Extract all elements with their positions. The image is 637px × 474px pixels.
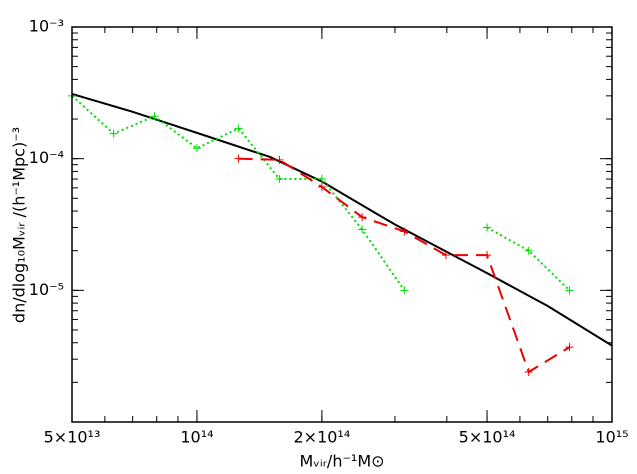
point-marker <box>483 251 492 260</box>
plot-frame <box>71 26 613 423</box>
y-tick-label: 10⁻⁵ <box>29 280 64 299</box>
y-tick-label: 10⁻³ <box>29 17 64 36</box>
point-marker <box>234 154 243 163</box>
point-marker <box>524 246 533 255</box>
x-tick-label: 5×10¹⁴ <box>459 428 516 447</box>
point-marker <box>565 286 574 295</box>
point-marker <box>275 155 284 164</box>
point-marker <box>109 129 118 138</box>
y-axis-title: dn/dlog₁₀Mᵥᵢᵣ /(h⁻¹Mpc)⁻³ <box>10 127 29 323</box>
point-marker <box>565 343 574 352</box>
point-marker <box>192 144 201 153</box>
point-marker <box>400 286 409 295</box>
point-marker <box>150 112 159 121</box>
point-marker <box>400 227 409 236</box>
x-tick-label: 2×10¹⁴ <box>293 428 350 447</box>
point-marker <box>358 213 367 222</box>
point-marker <box>275 175 284 184</box>
y-tick-label: 10⁻⁴ <box>29 148 64 167</box>
series-line <box>71 93 613 347</box>
x-tick-label: 10¹⁴ <box>180 428 213 447</box>
series-line <box>71 95 571 292</box>
x-tick-label: 10¹⁵ <box>595 428 628 447</box>
point-marker <box>358 225 367 234</box>
point-marker <box>483 223 492 232</box>
point-marker <box>317 175 326 184</box>
point-marker <box>441 251 450 260</box>
x-tick-label: 5×10¹³ <box>44 428 101 447</box>
point-marker <box>524 367 533 376</box>
x-axis-title: Mᵥᵢᵣ/h⁻¹M⊙ <box>299 452 384 471</box>
point-marker <box>317 182 326 191</box>
series-line <box>238 157 571 374</box>
point-marker <box>234 124 243 133</box>
